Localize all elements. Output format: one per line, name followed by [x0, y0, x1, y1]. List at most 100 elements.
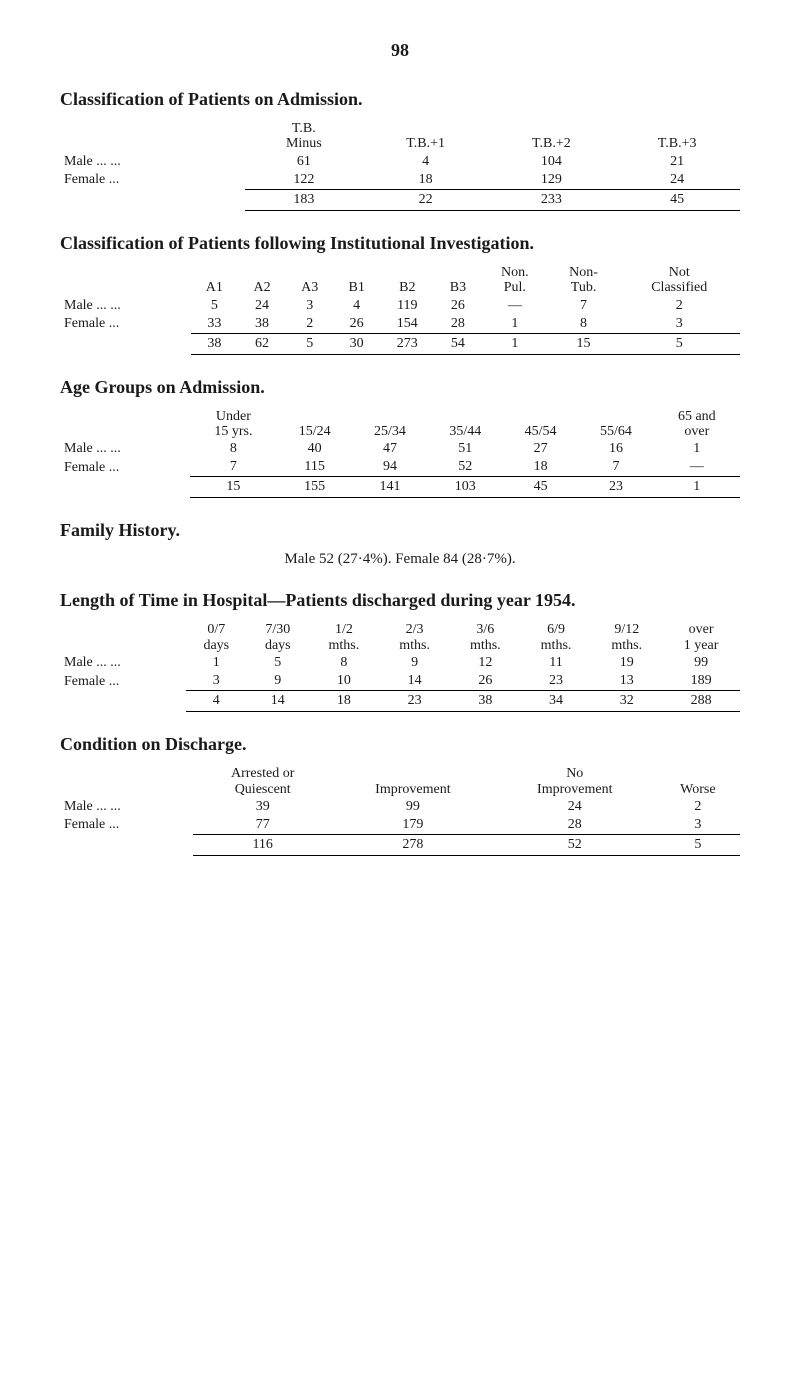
cell: 1	[481, 315, 549, 334]
col-header: Worse	[656, 765, 740, 798]
cell: 24	[238, 297, 286, 315]
cell: 8	[549, 315, 619, 334]
total-cell: 23	[578, 477, 653, 498]
col-header: T.B.+2	[488, 120, 614, 153]
cell: 11	[521, 654, 592, 672]
total-cell: 23	[379, 691, 450, 712]
cell: 8	[190, 440, 277, 458]
col-header: 7/30days	[247, 621, 308, 654]
col-header: T.B.+3	[614, 120, 740, 153]
family-history-line: Male 52 (27·4%). Female 84 (28·7%).	[60, 551, 740, 568]
section1-heading: Classification of Patients on Admission.	[60, 89, 740, 110]
total-cell: 1	[481, 333, 549, 354]
cell: 47	[352, 440, 427, 458]
row-label: Female ...	[60, 816, 193, 835]
col-header: 1/2mths.	[309, 621, 380, 654]
cell: 27	[503, 440, 578, 458]
cell: 3	[656, 816, 740, 835]
total-cell: 34	[521, 691, 592, 712]
cell: 38	[238, 315, 286, 334]
cell: 14	[379, 672, 450, 691]
col-header: T.B.+1	[363, 120, 489, 153]
col-header: T.B.Minus	[245, 120, 363, 153]
col-header: B3	[435, 264, 481, 297]
row-label: Female ...	[60, 315, 191, 334]
cell: 21	[614, 153, 740, 171]
table-row: Male ... ... 1 5 8 9 12 11 19 99	[60, 654, 740, 672]
cell: 10	[309, 672, 380, 691]
totals-row: 183 22 233 45	[60, 189, 740, 210]
total-cell: 54	[435, 333, 481, 354]
cell: 18	[503, 458, 578, 477]
col-header: 15/24	[277, 408, 352, 441]
cell: 9	[379, 654, 450, 672]
table-row: Female ... 122 18 129 24	[60, 171, 740, 190]
total-cell: 18	[309, 691, 380, 712]
total-cell: 155	[277, 477, 352, 498]
row-label: Male ... ...	[60, 654, 186, 672]
table-row: Male ... ... 61 4 104 21	[60, 153, 740, 171]
cell: 12	[450, 654, 521, 672]
col-header: over1 year	[662, 621, 740, 654]
total-cell: 273	[380, 333, 435, 354]
table-row: Female ... 3 9 10 14 26 23 13 189	[60, 672, 740, 691]
cell: 2	[618, 297, 740, 315]
col-header: NotClassified	[618, 264, 740, 297]
cell: 3	[286, 297, 334, 315]
table-header-row: T.B.Minus T.B.+1 T.B.+2 T.B.+3	[60, 120, 740, 153]
total-cell: 288	[662, 691, 740, 712]
cell: 33	[191, 315, 239, 334]
cell: 99	[662, 654, 740, 672]
section1-table: T.B.Minus T.B.+1 T.B.+2 T.B.+3 Male ... …	[60, 120, 740, 211]
cell: 2	[656, 798, 740, 816]
total-cell: 233	[488, 189, 614, 210]
cell: 24	[614, 171, 740, 190]
row-label: Female ...	[60, 458, 190, 477]
col-header: 3/6mths.	[450, 621, 521, 654]
col-header: 25/34	[352, 408, 427, 441]
cell: 77	[193, 816, 332, 835]
total-cell: 38	[450, 691, 521, 712]
cell: 104	[488, 153, 614, 171]
total-cell: 22	[363, 189, 489, 210]
col-header: 45/54	[503, 408, 578, 441]
section6-table: Arrested orQuiescent Improvement NoImpro…	[60, 765, 740, 856]
col-header: Improvement	[332, 765, 494, 798]
cell: 5	[191, 297, 239, 315]
cell: 39	[193, 798, 332, 816]
cell: 23	[521, 672, 592, 691]
row-label: Male ... ...	[60, 153, 245, 171]
col-header: A3	[286, 264, 334, 297]
total-cell: 1	[654, 477, 740, 498]
cell: 7	[578, 458, 653, 477]
table-row: Female ... 33 38 2 26 154 28 1 8 3	[60, 315, 740, 334]
total-cell: 278	[332, 834, 494, 855]
totals-row: 15 155 141 103 45 23 1	[60, 477, 740, 498]
cell: 189	[662, 672, 740, 691]
page-number: 98	[60, 40, 740, 61]
section3-heading: Age Groups on Admission.	[60, 377, 740, 398]
col-header: 9/12mths.	[591, 621, 662, 654]
cell: 51	[428, 440, 503, 458]
cell: 115	[277, 458, 352, 477]
cell: 122	[245, 171, 363, 190]
row-label: Male ... ...	[60, 798, 193, 816]
col-header: 2/3mths.	[379, 621, 450, 654]
total-cell: 5	[656, 834, 740, 855]
cell: 5	[247, 654, 308, 672]
cell: 19	[591, 654, 662, 672]
total-cell: 183	[245, 189, 363, 210]
section6-heading: Condition on Discharge.	[60, 734, 740, 755]
row-label: Male ... ...	[60, 297, 191, 315]
cell: —	[481, 297, 549, 315]
row-label: Male ... ...	[60, 440, 190, 458]
cell: 4	[363, 153, 489, 171]
cell: 129	[488, 171, 614, 190]
col-header: 0/7days	[186, 621, 247, 654]
cell: 26	[435, 297, 481, 315]
total-cell: 32	[591, 691, 662, 712]
total-cell: 5	[286, 333, 334, 354]
table-header-row: Under15 yrs. 15/24 25/34 35/44 45/54 55/…	[60, 408, 740, 441]
cell: 52	[428, 458, 503, 477]
cell: 28	[494, 816, 656, 835]
